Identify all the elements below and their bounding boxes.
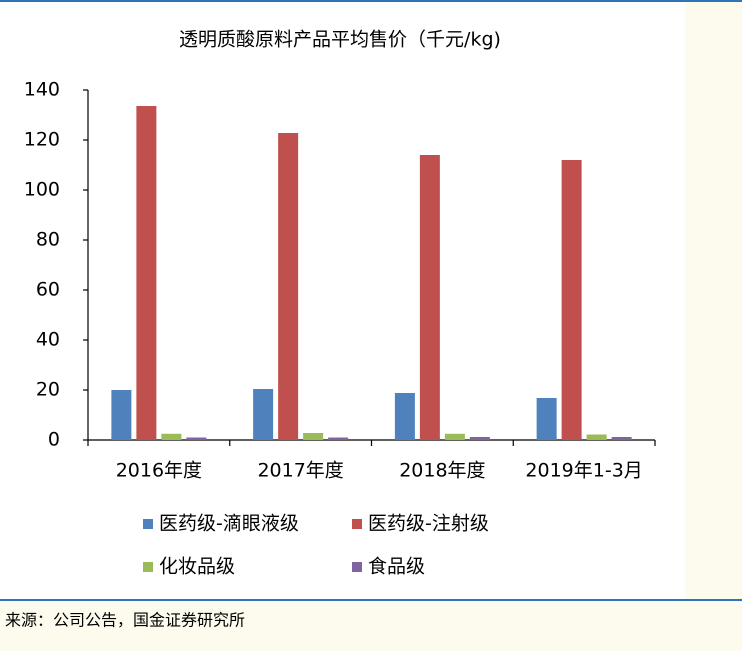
- x-tick-label: 2019年1-3月: [525, 460, 642, 482]
- bar: [469, 437, 490, 440]
- y-tick-label: 40: [36, 329, 60, 351]
- bar: [394, 393, 415, 440]
- bar: [328, 437, 349, 440]
- legend-label: 化妆品级: [159, 556, 235, 578]
- x-tick-label: 2018年度: [399, 460, 485, 482]
- bar: [111, 390, 132, 440]
- bar: [536, 398, 557, 440]
- legend-label: 医药级-注射级: [368, 513, 489, 535]
- legend-label: 食品级: [368, 556, 425, 578]
- legend-swatch: [352, 562, 362, 572]
- chart-title: 透明质酸原料产品平均售价（千元/kg): [179, 29, 501, 51]
- y-tick-label: 60: [36, 279, 60, 301]
- bar: [278, 133, 299, 440]
- y-tick-label: 0: [48, 429, 60, 451]
- y-tick-label: 80: [36, 229, 60, 251]
- bar: [161, 433, 182, 440]
- x-tick-label: 2017年度: [257, 460, 343, 482]
- chart-background: [0, 0, 685, 600]
- legend-swatch: [143, 562, 153, 572]
- bar: [611, 437, 632, 440]
- bar: [419, 155, 440, 440]
- source-note: 来源：公司公告，国金证券研究所: [5, 611, 245, 630]
- legend-swatch: [143, 519, 153, 529]
- y-tick-label: 100: [24, 179, 60, 201]
- legend-label: 医药级-滴眼液级: [159, 513, 299, 535]
- bar: [303, 433, 324, 440]
- y-tick-label: 20: [36, 379, 60, 401]
- y-tick-label: 140: [24, 79, 60, 101]
- bar: [561, 160, 582, 440]
- legend-swatch: [352, 519, 362, 529]
- bar: [253, 389, 274, 440]
- bar: [586, 434, 607, 440]
- bar: [186, 437, 207, 440]
- y-tick-label: 120: [24, 129, 60, 151]
- bar: [444, 433, 465, 440]
- x-tick-label: 2016年度: [116, 460, 202, 482]
- bar: [136, 106, 157, 440]
